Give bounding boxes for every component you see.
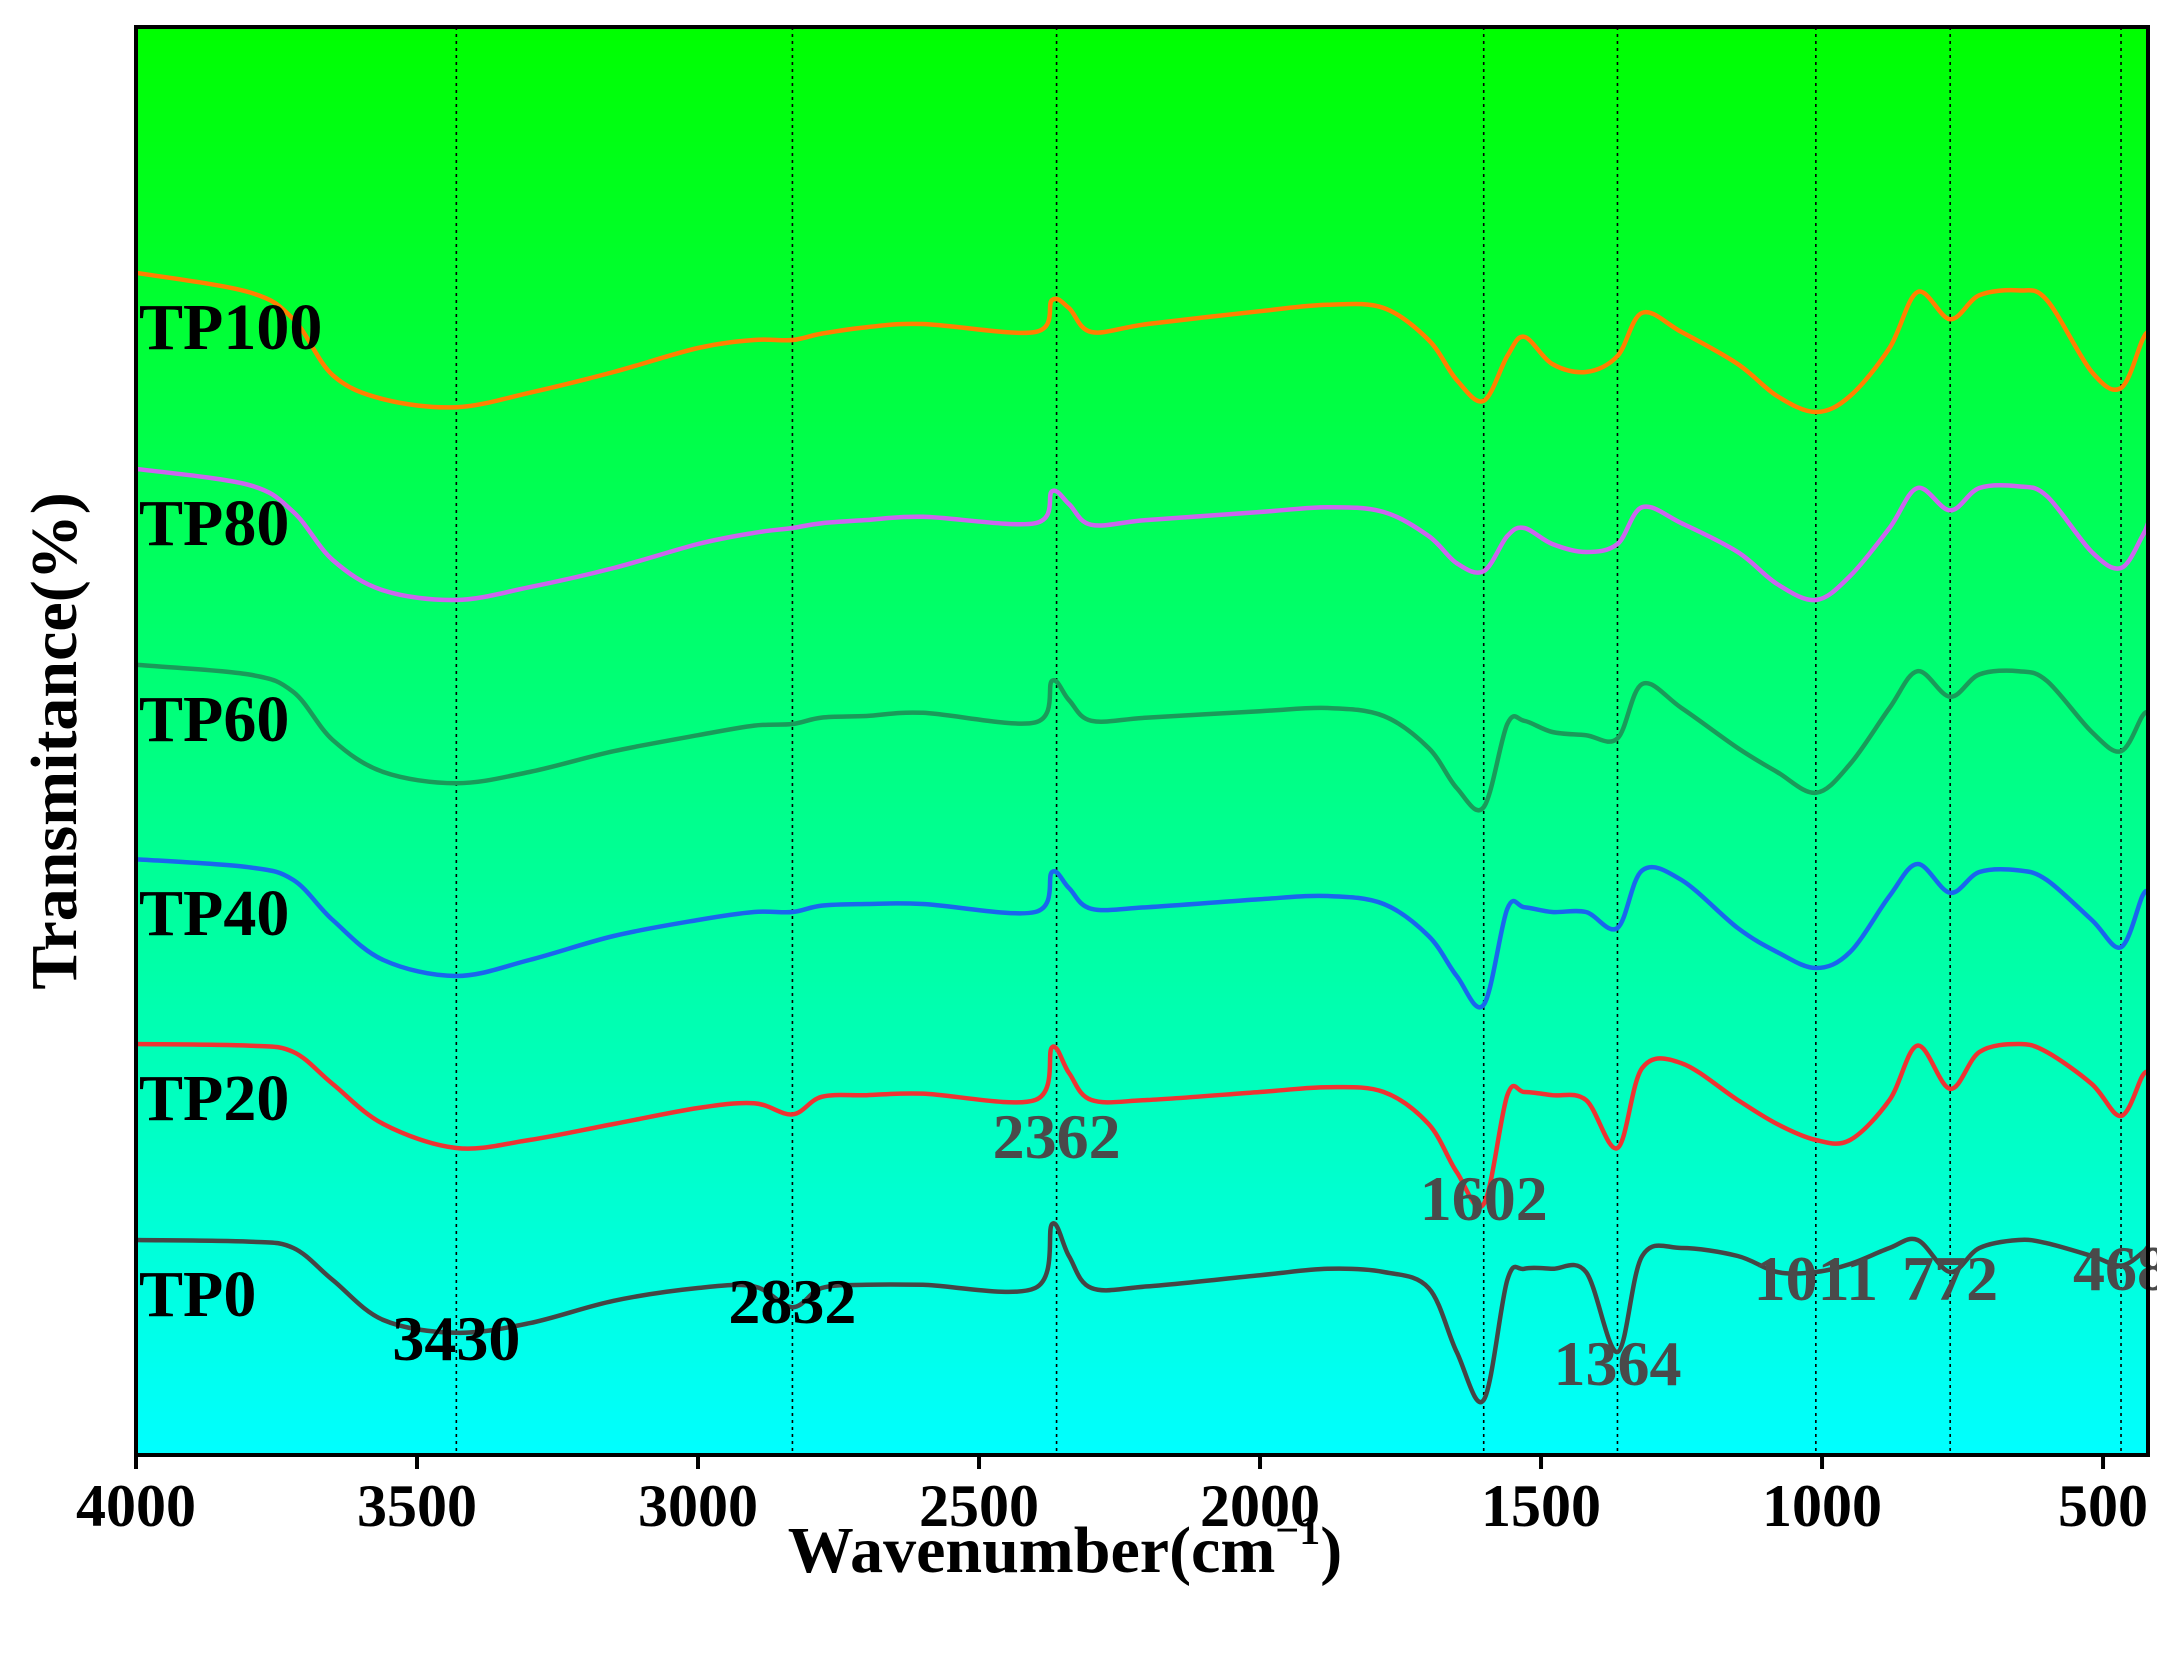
peak-labels: 3430 2832 2362 1602 1364 1011 772 468	[392, 1101, 2157, 1399]
series-label-tp100: TP100	[139, 291, 322, 364]
x-axis-ticks: 4000 3500 3000 2500 2000 1500 1000 500	[76, 1455, 2148, 1539]
x-axis-title: Wavenumber(cm−1)	[788, 1508, 1343, 1587]
x-tick-label-500: 500	[2058, 1473, 2148, 1539]
y-axis-title: Transmitance(%)	[18, 492, 91, 989]
x-tick-label-3500: 3500	[357, 1473, 477, 1539]
peak-label-1364: 1364	[1553, 1328, 1681, 1399]
series-label-tp40: TP40	[139, 877, 289, 950]
peak-label-772: 772	[1902, 1243, 1998, 1314]
peak-label-468: 468	[2073, 1233, 2157, 1304]
peak-label-1011: 1011	[1754, 1243, 1878, 1314]
series-group	[135, 270, 2151, 1405]
peak-label-2832: 2832	[728, 1266, 856, 1337]
peak-label-1602: 1602	[1420, 1163, 1548, 1234]
peak-label-3430: 3430	[392, 1303, 520, 1374]
x-tick-label-2500: 2500	[919, 1473, 1039, 1539]
series-label-tp80: TP80	[139, 487, 289, 560]
series-line-tp0	[135, 1221, 2150, 1405]
plot-frame	[134, 25, 2150, 1457]
series-line-tp40	[135, 856, 2151, 1010]
series-line-tp100	[135, 270, 2150, 415]
x-tick-label-1000: 1000	[1762, 1473, 1882, 1539]
plot-background	[136, 27, 2148, 1455]
x-tick-label-2000: 2000	[1200, 1473, 1320, 1539]
x-tick-label-1500: 1500	[1481, 1473, 1601, 1539]
series-label-tp20: TP20	[139, 1062, 289, 1135]
series-line-tp20	[135, 1041, 2150, 1209]
series-line-tp80	[135, 466, 2151, 603]
peak-label-2362: 2362	[993, 1101, 1121, 1172]
series-labels: TP100 TP80 TP60 TP40 TP20 TP0	[139, 291, 322, 1331]
series-line-tp60	[135, 662, 2150, 813]
x-tick-label-3000: 3000	[638, 1473, 758, 1539]
series-label-tp0: TP0	[139, 1258, 256, 1331]
x-tick-label-4000: 4000	[76, 1473, 196, 1539]
series-label-tp60: TP60	[139, 683, 289, 756]
